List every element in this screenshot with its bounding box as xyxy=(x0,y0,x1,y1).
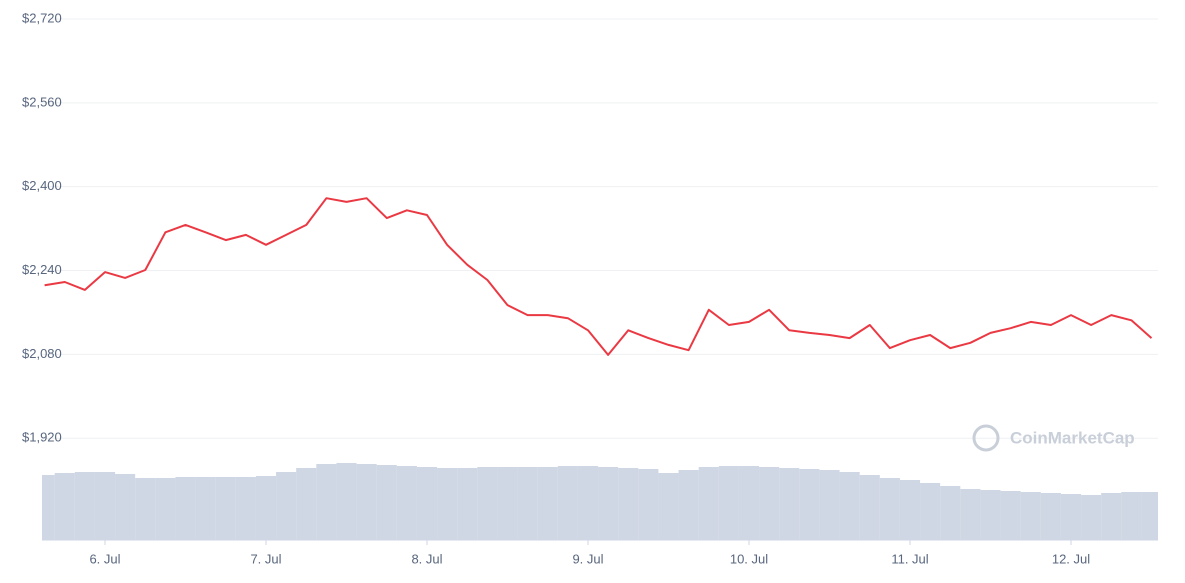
volume-bar xyxy=(457,468,478,540)
volume-bar xyxy=(738,466,760,540)
volume-bar xyxy=(54,473,75,540)
volume-bar xyxy=(1040,493,1061,540)
volume-bar xyxy=(155,478,176,540)
x-tick-label: 8. Jul xyxy=(411,551,442,566)
watermark-text: CoinMarketCap xyxy=(1010,428,1135,447)
volume-bar xyxy=(356,464,377,540)
volume-bar xyxy=(195,477,216,540)
watermark-logo xyxy=(972,424,1000,452)
volume-bar xyxy=(718,466,739,540)
volume-bar xyxy=(759,467,780,540)
volume-bar xyxy=(94,472,116,540)
volume-bar xyxy=(557,466,578,540)
volume-bar xyxy=(477,467,498,540)
volume-bar xyxy=(1141,492,1158,540)
volume-bar xyxy=(537,467,558,540)
volume-bar xyxy=(1081,495,1102,540)
x-tick-label: 9. Jul xyxy=(572,551,603,566)
y-tick-label: $2,080 xyxy=(22,346,62,361)
volume-bar xyxy=(115,474,136,540)
volume-bar xyxy=(497,467,518,540)
plot: $1,920 $2,080 $2,240 $2,400 $2,560 $2,720 6. J… xyxy=(22,10,1158,566)
volume-bar xyxy=(1101,493,1122,540)
volume-bar xyxy=(899,480,921,540)
volume-bar xyxy=(74,472,95,540)
volume-bar xyxy=(316,464,337,540)
volume-bar xyxy=(215,477,236,540)
volume-bar xyxy=(618,468,639,540)
y-tick-label: $1,920 xyxy=(22,430,62,445)
volume-bar xyxy=(819,470,840,540)
volume-bar xyxy=(517,467,538,540)
volume-bar xyxy=(779,468,800,540)
volume-bar xyxy=(598,467,619,540)
volume-bar xyxy=(1121,492,1142,540)
volume-bar xyxy=(859,475,880,540)
volume-bar xyxy=(960,489,981,540)
volume-bar xyxy=(175,477,196,540)
volume-bar xyxy=(920,483,941,540)
volume-bar xyxy=(296,468,317,540)
volume-bar xyxy=(235,477,256,540)
x-tick-label: 6. Jul xyxy=(89,551,120,566)
volume-bar xyxy=(1020,492,1041,540)
volume-bar xyxy=(980,490,1001,540)
x-tick-label: 11. Jul xyxy=(891,551,928,566)
x-tick-label: 7. Jul xyxy=(250,551,281,566)
x-tick-label: 10. Jul xyxy=(730,551,768,566)
volume-bar xyxy=(577,466,599,540)
volume-bar xyxy=(416,467,438,540)
volume-bar xyxy=(698,467,719,540)
volume-bar xyxy=(376,465,397,540)
volume-bar xyxy=(799,469,820,540)
y-tick-label: $2,720 xyxy=(22,10,62,25)
volume-bar xyxy=(255,476,277,540)
x-tick-label: 12. Jul xyxy=(1052,551,1090,566)
volume-bar xyxy=(678,470,699,540)
volume-bar xyxy=(42,475,55,540)
volume-bar xyxy=(940,486,961,540)
volume-bar xyxy=(336,463,357,540)
y-tick-label: $2,560 xyxy=(22,94,62,109)
y-tick-label: $2,240 xyxy=(22,262,62,277)
price-line xyxy=(44,197,1153,356)
volume-bar xyxy=(658,473,679,540)
volume-bar xyxy=(638,469,659,540)
y-tick-label: $2,400 xyxy=(22,178,62,193)
volume-bar xyxy=(135,478,156,540)
volume-bar xyxy=(1000,491,1021,540)
volume-bar xyxy=(396,466,417,540)
volume-bar xyxy=(276,472,297,540)
volume-bar xyxy=(437,468,458,540)
volume-bar xyxy=(839,472,860,540)
volume-bar xyxy=(1060,494,1082,540)
watermark: CoinMarketCap xyxy=(972,424,1135,452)
volume-bar xyxy=(879,478,900,540)
